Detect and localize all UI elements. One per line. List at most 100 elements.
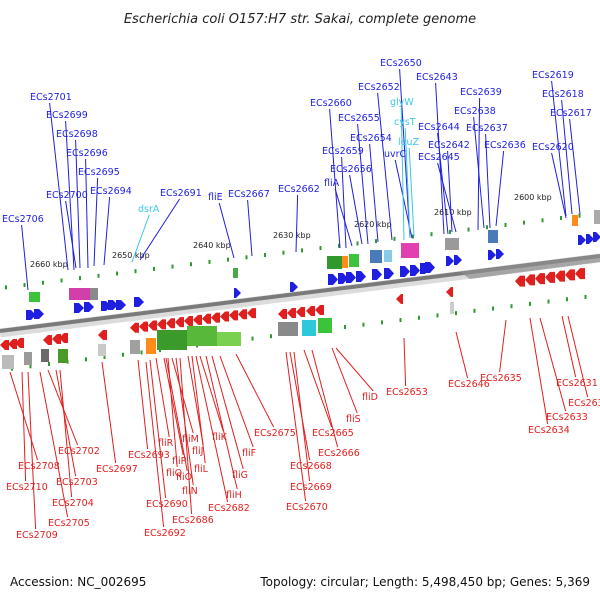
leader-line [551,152,567,219]
scale-tick [270,334,272,339]
leader-line [539,317,567,412]
reverse-gene-label: ECs2632 [568,398,600,409]
scale-tick [29,364,32,369]
forward-gene-label: ECs2617 [550,108,592,119]
feature-block [217,332,241,346]
reverse-gene-label: ECs2704 [52,498,94,509]
reverse-gene-arrow [535,273,545,285]
reverse-gene-label: ECs2635 [480,373,522,384]
scale-tick [523,220,525,225]
feature-block [594,210,600,224]
reverse-gene-arrow [139,321,148,332]
leader-line [285,351,307,502]
forward-gene-label: ECs2699 [46,110,88,121]
scale-tick [344,325,346,329]
scale-tick [134,269,137,274]
reverse-gene-label: fliR [158,438,174,449]
forward-gene-label: ECs2619 [532,70,574,81]
forward-gene-label: ECs2659 [322,146,364,157]
forward-gene-label: ECs2655 [338,113,380,124]
leader-line [529,317,549,425]
leader-line [75,139,81,269]
forward-gene-arrow [446,256,454,266]
reverse-gene-arrow [446,287,453,297]
leader-line [39,371,69,518]
scale-tick [319,246,322,251]
scale-tick [541,218,544,223]
leader-line [195,355,229,503]
scale-tick [436,313,439,318]
gene-labels: ECs2706 ECs2701 ECs2699 ECs2698 ECs2696 ECs26… [2,58,600,541]
reverse-gene-label: ECs2693 [128,450,170,461]
scale-tick [381,320,383,325]
reverse-gene-label: ECs2634 [528,425,570,436]
reverse-gene-arrow [202,313,211,324]
leader-line [65,200,77,269]
feature-block [401,243,419,258]
forward-gene-label: ECs2695 [78,167,120,178]
forward-gene-label: ECs2660 [310,98,352,109]
leader-line [93,177,99,267]
feature-blocks [2,210,600,369]
leader-line [357,123,369,245]
reverse-gene-arrow [575,268,585,280]
leader-line [179,357,193,515]
scale-tick [140,350,143,355]
reverse-gene-label: ECs2692 [144,528,186,539]
reverse-gene-label: fliK [212,432,228,443]
forward-gene-arrow [578,235,586,245]
reverse-gene-label: ECs2697 [96,464,138,475]
forward-gene-arrow [372,269,382,280]
reverse-gene-arrow [515,275,525,287]
reverse-gene-arrow [565,269,575,281]
scale-label: 2660 kbp [30,260,68,269]
leader-line [455,331,469,379]
leader-line [551,80,567,217]
feature-block [41,349,49,362]
leader-line [131,214,150,263]
scale-tick [190,262,192,267]
feature-block [349,254,359,267]
forward-gene-arrow [454,255,462,265]
scale-tick [566,297,568,302]
forward-gene-arrow [34,309,44,319]
reverse-gene-arrow [52,334,61,344]
reverse-gene-arrow [98,330,107,340]
reverse-gene-label: fliM [182,434,199,445]
feature-block [233,268,238,278]
scale-tick [393,236,396,241]
scale-tick [412,234,414,239]
leader-line [295,194,299,253]
feature-block [24,352,32,365]
leader-line [569,118,581,215]
scale-tick [529,301,531,306]
forward-gene-label: ECs2694 [90,186,132,197]
leader-line [400,107,405,241]
scale-tick [473,308,476,313]
forward-gene-label: ECs2618 [542,89,584,100]
scale-tick [42,280,44,285]
scale-label: 2650 kbp [112,251,150,260]
reverse-gene-arrow [525,274,535,286]
feature-block [445,238,459,250]
scale-tick [560,216,562,220]
scale-tick [338,243,340,248]
reverse-gene-arrow [315,305,324,315]
feature-block [98,344,106,356]
scale-label: 2640 kbp [193,241,231,250]
reverse-gene-label: ECs2675 [254,428,296,439]
forward-gene-arrow [400,266,410,277]
scale-tick [122,352,124,357]
scale-label: 2600 kbp [514,193,552,202]
scale-tick [97,273,100,278]
leader-line [408,147,415,237]
forward-gene-arrow [338,273,348,284]
map-title: Escherichia coli O157:H7 str. Sakai, com… [124,12,476,27]
reverse-gene-label: ECs2710 [6,482,48,493]
forward-gene-arrow [496,249,504,259]
scale-tick [455,311,457,316]
scale-tick [5,285,7,290]
leader-line [145,361,165,528]
reverse-gene-arrow [193,314,202,325]
